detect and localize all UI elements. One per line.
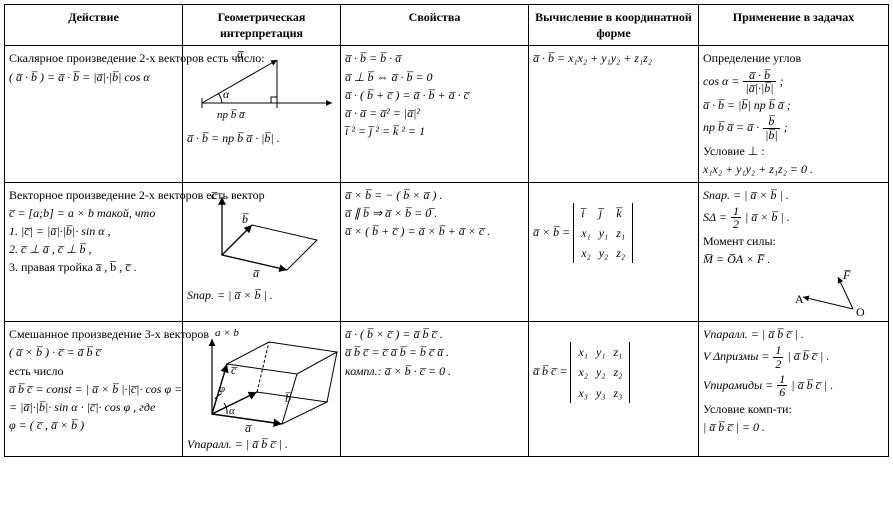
svg-text:α: α [229, 405, 235, 417]
mixed-action-l1: ( a̅ × b̅ ) · c̅ = a̅ b̅ c̅ [9, 344, 178, 360]
row-cross-product: Векторное произведение 2-х векторов есть… [5, 182, 889, 322]
cross-geom-caption: Sпар. = | a̅ × b̅ | . [187, 287, 336, 303]
mixed-action-l5: φ = ( c̅ , a̅ × b̅ ) [9, 417, 178, 433]
scalar-prop-3: a̅ · ( b̅ + c̅ ) = a̅ · b̅ + a̅ · c̅ [345, 87, 524, 103]
scalar-app-proj1: a̅ · b̅ = |b̅| пр b̅ a̅ ; [703, 97, 884, 113]
cross-action-l1: c̅ = [a;b] = a × b такой, что [9, 205, 178, 221]
mixed-app-vol-pyr: Vпирамиды = 16 | a̅ b̅ c̅ | . [703, 373, 884, 399]
cross-action-title: Векторное произведение 2-х векторов есть… [9, 187, 178, 203]
svg-text:A: A [795, 292, 804, 306]
mixed-prop-2: a̅ b̅ c̅ = c̅ a̅ b̅ = b̅ c̅ a̅ . [345, 344, 524, 360]
cross-props: a̅ × b̅ = − ( b̅ × a̅ ) . a̅ ∥ b̅ ⇒ a̅ ×… [341, 182, 529, 322]
svg-text:F̅: F̅ [842, 269, 851, 282]
svg-text:b̅: b̅ [242, 212, 249, 226]
mixed-prop-3: компл.: a̅ × b̅ · c̅ = 0 . [345, 363, 524, 379]
mixed-app-vol-par: Vпаралл. = | a̅ b̅ c̅ | . [703, 326, 884, 342]
vector-products-table: Действие Геометрическая интерпретация Св… [4, 4, 889, 457]
cross-prop-2: a̅ ∥ b̅ ⇒ a̅ × b̅ = 0̅ . [345, 205, 524, 221]
mixed-action-l3: a̅ b̅ c̅ = const = | a̅ × b̅ |·|c̅|· cos… [9, 381, 178, 397]
svg-text:пр b̅ a̅: пр b̅ a̅ [217, 109, 246, 121]
cross-geom: a̅ b̅ c̅ Sпар. = | a̅ × b̅ | . [183, 182, 341, 322]
cross-coord: a̅ × b̅ = i̅j̅k̅ x₁y₁z₁ x₂y₂z₂ [529, 182, 699, 322]
header-action: Действие [5, 5, 183, 46]
scalar-prop-5: i̅ ² = j̅ ² = k̅ ² = 1 [345, 123, 524, 139]
scalar-app-perp-title: Условие ⊥ : [703, 143, 884, 159]
svg-text:a × b: a × b [215, 327, 239, 339]
cross-action-l3: 2. c̅ ⊥ a̅ , c̅ ⊥ b̅ , [9, 241, 178, 257]
scalar-apps: Определение углов cos α = a̅ · b̅|a̅|·|b… [699, 46, 889, 182]
scalar-app-proj2: пр b̅ a̅ = a̅ · b̅|b̅| ; [703, 115, 884, 141]
row-mixed-product: Смешанное произведение 3-х векторов ( a̅… [5, 322, 889, 457]
svg-text:a̅: a̅ [245, 421, 252, 434]
mixed-app-coplanar-formula: | a̅ b̅ c̅ | = 0 . [703, 419, 884, 435]
scalar-action-title: Скалярное произведение 2-х векторов есть… [9, 50, 178, 66]
header-app: Применение в задачах [699, 5, 889, 46]
mixed-prop-1: a̅ · ( b̅ × c̅ ) = a̅ b̅ c̅ . [345, 326, 524, 342]
scalar-coord: a̅ · b̅ = x₁x₂ + y₁y₂ + z₁z₂ [529, 46, 699, 182]
cross-apps: Sпар. = | a̅ × b̅ | . SΔ = 12 | a̅ × b̅ … [699, 182, 889, 322]
mixed-coord: a̅ b̅ c̅ = x₁y₁z₁ x₂y₂z₂ x₃y₃z₃ [529, 322, 699, 457]
mixed-parallelepiped-diagram: a × b a̅ b̅ c̅ φ α [187, 324, 342, 434]
mixed-app-coplanar-title: Условие комп-ти: [703, 401, 884, 417]
cross-prop-1: a̅ × b̅ = − ( b̅ × a̅ ) . [345, 187, 524, 203]
svg-text:O: O [856, 305, 865, 319]
scalar-geom-caption: a̅ · b̅ = пр b̅ a̅ · |b̅| . [187, 130, 336, 146]
header-coord: Вычисление в координатной форме [529, 5, 699, 46]
mixed-action-title: Смешанное произведение 3-х векторов [9, 326, 178, 342]
moment-diagram: F̅ A O [783, 269, 873, 319]
scalar-app-title: Определение углов [703, 50, 884, 66]
cross-app-moment-title: Момент силы: [703, 233, 884, 249]
svg-text:a̅: a̅ [253, 266, 260, 280]
cross-action-l2: 1. |c̅| = |a̅|·|b̅|· sin α , [9, 223, 178, 239]
mixed-geom-caption: Vпаралл. = | a̅ b̅ c̅ | . [187, 436, 336, 452]
scalar-prop-2: a̅ ⊥ b̅ ⇔ a̅ · b̅ = 0 [345, 69, 524, 85]
scalar-action: Скалярное произведение 2-х векторов есть… [5, 46, 183, 182]
cross-determinant: i̅j̅k̅ x₁y₁z₁ x₂y₂z₂ [573, 203, 633, 264]
cross-action-l4: 3. правая тройка a̅ , b̅ , c̅ . [9, 259, 178, 275]
mixed-geom: a × b a̅ b̅ c̅ φ α Vпаралл. = | a̅ b̅ c̅… [183, 322, 341, 457]
row-scalar-product: Скалярное произведение 2-х векторов есть… [5, 46, 889, 182]
svg-text:α: α [223, 87, 230, 101]
scalar-app-perp-formula: x₁x₂ + y₁y₂ + z₁z₂ = 0 . [703, 161, 884, 177]
svg-text:b̅: b̅ [285, 391, 292, 405]
cross-app-moment-formula: M̅ = O̅A × F̅ . [703, 251, 884, 267]
scalar-action-formula: ( a̅ · b̅ ) = a̅ · b̅ = |a̅|·|b̅| cos α [9, 69, 178, 85]
mixed-apps: Vпаралл. = | a̅ b̅ c̅ | . V Δпризмы = 12… [699, 322, 889, 457]
mixed-action-l2: есть число [9, 363, 178, 379]
header-props: Свойства [341, 5, 529, 46]
cross-prop-3: a̅ × ( b̅ + c̅ ) = a̅ × b̅ + a̅ × c̅ . [345, 223, 524, 239]
mixed-app-vol-prism: V Δпризмы = 12 | a̅ b̅ c̅ | . [703, 344, 884, 370]
mixed-action: Смешанное произведение 3-х векторов ( a̅… [5, 322, 183, 457]
mixed-action-l4: = |a̅|·|b̅|· sin α · |c̅|· cos φ , где [9, 399, 178, 415]
cross-action: Векторное произведение 2-х векторов есть… [5, 182, 183, 322]
scalar-app-cos: cos α = a̅ · b̅|a̅|·|b̅| ; [703, 69, 884, 95]
scalar-geom: a̅ α пр b̅ a̅ a̅ · b̅ = пр b̅ a̅ · |b̅| … [183, 46, 341, 182]
scalar-prop-4: a̅ · a̅ = a̅² = |a̅|² [345, 105, 524, 121]
mixed-coord-formula: a̅ b̅ c̅ = x₁y₁z₁ x₂y₂z₂ x₃y₃z₃ [533, 342, 694, 403]
scalar-prop-1: a̅ · b̅ = b̅ · a̅ [345, 50, 524, 66]
mixed-determinant: x₁y₁z₁ x₂y₂z₂ x₃y₃z₃ [570, 342, 630, 403]
cross-coord-formula: a̅ × b̅ = i̅j̅k̅ x₁y₁z₁ x₂y₂z₂ [533, 203, 694, 264]
mixed-props: a̅ · ( b̅ × c̅ ) = a̅ b̅ c̅ . a̅ b̅ c̅ =… [341, 322, 529, 457]
header-row: Действие Геометрическая интерпретация Св… [5, 5, 889, 46]
scalar-props: a̅ · b̅ = b̅ · a̅ a̅ ⊥ b̅ ⇔ a̅ · b̅ = 0 … [341, 46, 529, 182]
scalar-coord-formula: a̅ · b̅ = x₁x₂ + y₁y₂ + z₁z₂ [533, 50, 694, 66]
header-geom: Геометрическая интерпретация [183, 5, 341, 46]
cross-app-area-tri: SΔ = 12 | a̅ × b̅ | . [703, 205, 884, 231]
svg-text:φ: φ [219, 383, 225, 395]
cross-app-area-par: Sпар. = | a̅ × b̅ | . [703, 187, 884, 203]
